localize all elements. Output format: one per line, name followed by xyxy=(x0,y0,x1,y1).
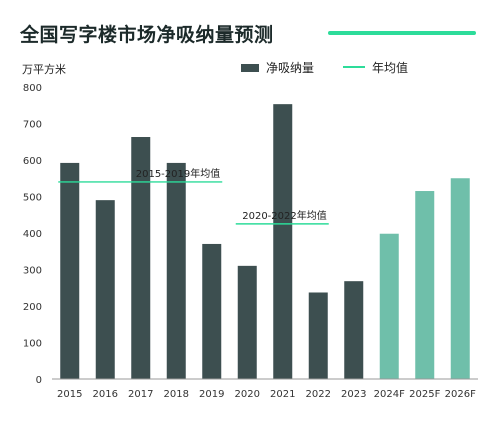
y-tick-label: 0 xyxy=(36,375,42,386)
y-tick-label: 700 xyxy=(23,120,42,131)
bar-2017 xyxy=(131,137,151,379)
bar-2016 xyxy=(95,200,115,379)
y-axis-unit-label: 万平方米 xyxy=(22,62,66,76)
x-tick-label: 2023 xyxy=(341,389,366,400)
x-axis: 2015 2016 2017 2018 2019 2020 2021 2022 2023 2024… xyxy=(57,389,476,400)
x-tick-label: 2016 xyxy=(93,389,118,400)
x-tick-label: 2025F xyxy=(409,389,440,400)
x-tick-label: 2021 xyxy=(270,389,295,400)
x-tick-label: 2018 xyxy=(164,389,189,400)
bar-2020 xyxy=(237,265,257,379)
y-tick-label: 100 xyxy=(23,339,42,350)
y-tick-label: 200 xyxy=(23,302,42,313)
average-lines: 2015-2019年均值 2020-2022年均值 xyxy=(58,167,329,225)
x-tick-label: 2022 xyxy=(306,389,331,400)
bars xyxy=(60,104,470,379)
y-tick-label: 300 xyxy=(23,266,42,277)
bar-2026F xyxy=(450,178,470,379)
bar-2021 xyxy=(273,104,293,379)
y-tick-label: 500 xyxy=(23,193,42,204)
title-accent-rule xyxy=(328,31,476,35)
bar-2019 xyxy=(202,243,222,379)
legend-label-line: 年均值 xyxy=(372,60,408,75)
bar-2023 xyxy=(344,281,364,379)
legend: 净吸纳量 年均值 xyxy=(241,60,408,75)
average-line-label-1: 2015-2019年均值 xyxy=(136,167,221,180)
x-tick-label: 2019 xyxy=(199,389,224,400)
bar-2018 xyxy=(166,162,186,379)
x-tick-label: 2026F xyxy=(445,389,476,400)
bar-2025F xyxy=(415,191,435,379)
y-tick-label: 600 xyxy=(23,156,42,167)
y-tick-label: 400 xyxy=(23,229,42,240)
bar-2022 xyxy=(308,292,328,379)
bar-2015 xyxy=(60,162,80,379)
x-tick-label: 2024F xyxy=(374,389,405,400)
average-line-label-2: 2020-2022年均值 xyxy=(242,209,327,222)
legend-label-bar: 净吸纳量 xyxy=(266,61,314,75)
y-axis: 0 100 200 300 400 500 600 700 800 xyxy=(23,83,42,386)
legend-swatch-line xyxy=(343,66,365,68)
chart-title: 全国写字楼市场净吸纳量预测 xyxy=(20,24,274,46)
y-tick-label: 800 xyxy=(23,83,42,94)
x-tick-label: 2015 xyxy=(57,389,82,400)
x-tick-label: 2020 xyxy=(235,389,260,400)
bar-2024F xyxy=(379,233,399,379)
x-tick-label: 2017 xyxy=(128,389,153,400)
legend-swatch-bar xyxy=(241,64,259,72)
